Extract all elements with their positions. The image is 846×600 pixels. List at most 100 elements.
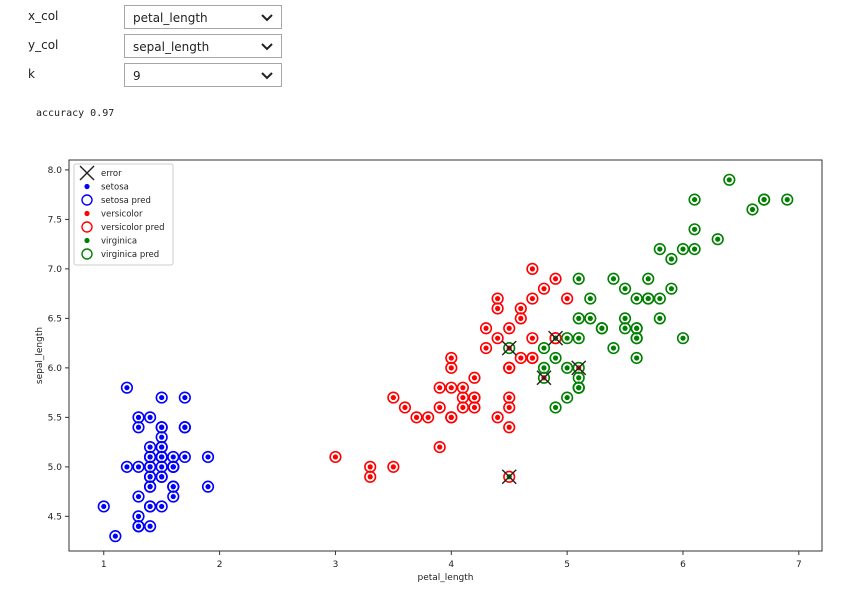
setosa-pred-ring [155,450,168,464]
versicolor-pred-ring [503,401,516,414]
virginica-pred-ring [572,371,585,384]
versicolor-point [495,305,501,312]
setosa-point [147,474,153,480]
virginica-pred-ring [561,361,574,374]
setosa-pred-ring [132,520,145,533]
x-tick-label: 4 [448,560,454,570]
virginica-pred-ring [781,193,794,206]
legend-virginica-pred-icon [81,248,93,260]
legend: error setosa setosa pred versicolor versicol… [73,163,174,266]
setosa-point [159,424,165,430]
error-mark [536,370,552,386]
virginica-point [610,276,617,282]
y-tick-label: 4.5 [48,512,62,522]
setosa-pred-ring [167,480,180,493]
legend-box [73,163,174,266]
setosa-pred-ring [178,421,191,434]
virginica-point [680,335,686,341]
versicolor-point [552,276,559,282]
y-col-label: y_col [28,38,59,52]
versicolor-point [460,394,466,401]
virginica-point [634,325,640,331]
virginica-pred-ring [607,341,620,355]
setosa-point [182,454,188,460]
error-mark [571,360,587,376]
versicolor-point [402,404,408,411]
chevron-down-icon [261,14,273,22]
legend-label: virginica pred [101,250,159,260]
virginica-point [784,196,790,203]
setosa-point [135,414,142,420]
setosa-point [170,454,176,460]
setosa-point [159,434,165,440]
setosa-point [159,454,165,460]
chevron-down-icon [261,72,273,80]
setosa-pred-ring [155,391,168,404]
x-tick-label: 7 [796,560,802,570]
setosa-point [170,464,176,470]
virginica-point [564,335,570,341]
virginica-point [691,226,698,232]
virginica-pred-ring [688,242,701,256]
setosa-point [112,533,118,539]
setosa-point [159,394,165,401]
legend-versicolor-icon [84,210,90,217]
setosa-point [147,414,153,420]
setosa-pred-ring [120,460,134,473]
versicolor-point [506,404,512,411]
virginica-point [634,335,640,341]
k-label: k [28,67,35,81]
virginica-pred-ring [653,292,666,305]
versicolor-point [529,295,535,302]
x-col-select[interactable]: petal_length [124,5,282,29]
y-col-select[interactable]: sepal_length [124,34,282,58]
versicolor-point [390,394,396,401]
y-tick-label: 6.0 [48,364,63,374]
versicolor-pred-ring [514,302,527,315]
versicolor-point [460,404,466,411]
setosa-point [182,394,188,401]
versicolor-point [495,295,501,302]
setosa-pred-ring [143,500,157,513]
versicolor-point [471,404,478,411]
versicolor-pred-ring [329,450,342,464]
versicolor-point [529,335,535,341]
versicolor-point [413,414,420,420]
virginica-point [749,206,756,213]
error-mark-stroke [501,340,517,356]
virginica-pred-ring [549,351,562,365]
x-tick-label: 5 [564,560,570,570]
virginica-point [680,246,686,252]
legend-label: virginica [101,237,137,247]
virginica-point [622,325,628,331]
versicolor-point [495,414,501,420]
setosa-point [147,503,153,510]
virginica-pred-ring [549,401,562,414]
versicolor-point [483,345,489,351]
k-value: 9 [133,69,141,83]
versicolor-pred-ring [479,341,493,355]
plot-frame [68,159,823,552]
virginica-point [587,315,593,321]
versicolor-pred-ring [387,391,400,404]
versicolor-pred-ring [526,351,539,365]
setosa-pred-ring [178,450,191,464]
legend-label: setosa [101,183,129,193]
virginica-pred-ring [630,351,643,365]
versicolor-point [506,424,512,430]
versicolor-pred-ring [479,322,493,335]
virginica-pred-ring [630,332,643,345]
setosa-pred-ring [155,500,168,513]
virginica-point [564,365,570,371]
setosa-point [124,464,130,470]
legend-error-icon [79,165,95,181]
x-axis-label: petal_length [418,573,474,583]
setosa-pred-ring [109,530,122,543]
versicolor-point [437,404,443,411]
setosa-point [170,484,176,490]
virginica-point [541,345,547,351]
k-select[interactable]: 9 [124,63,282,87]
setosa-point [147,464,153,470]
virginica-point [634,355,640,361]
y-tick-label: 5.5 [48,413,62,423]
